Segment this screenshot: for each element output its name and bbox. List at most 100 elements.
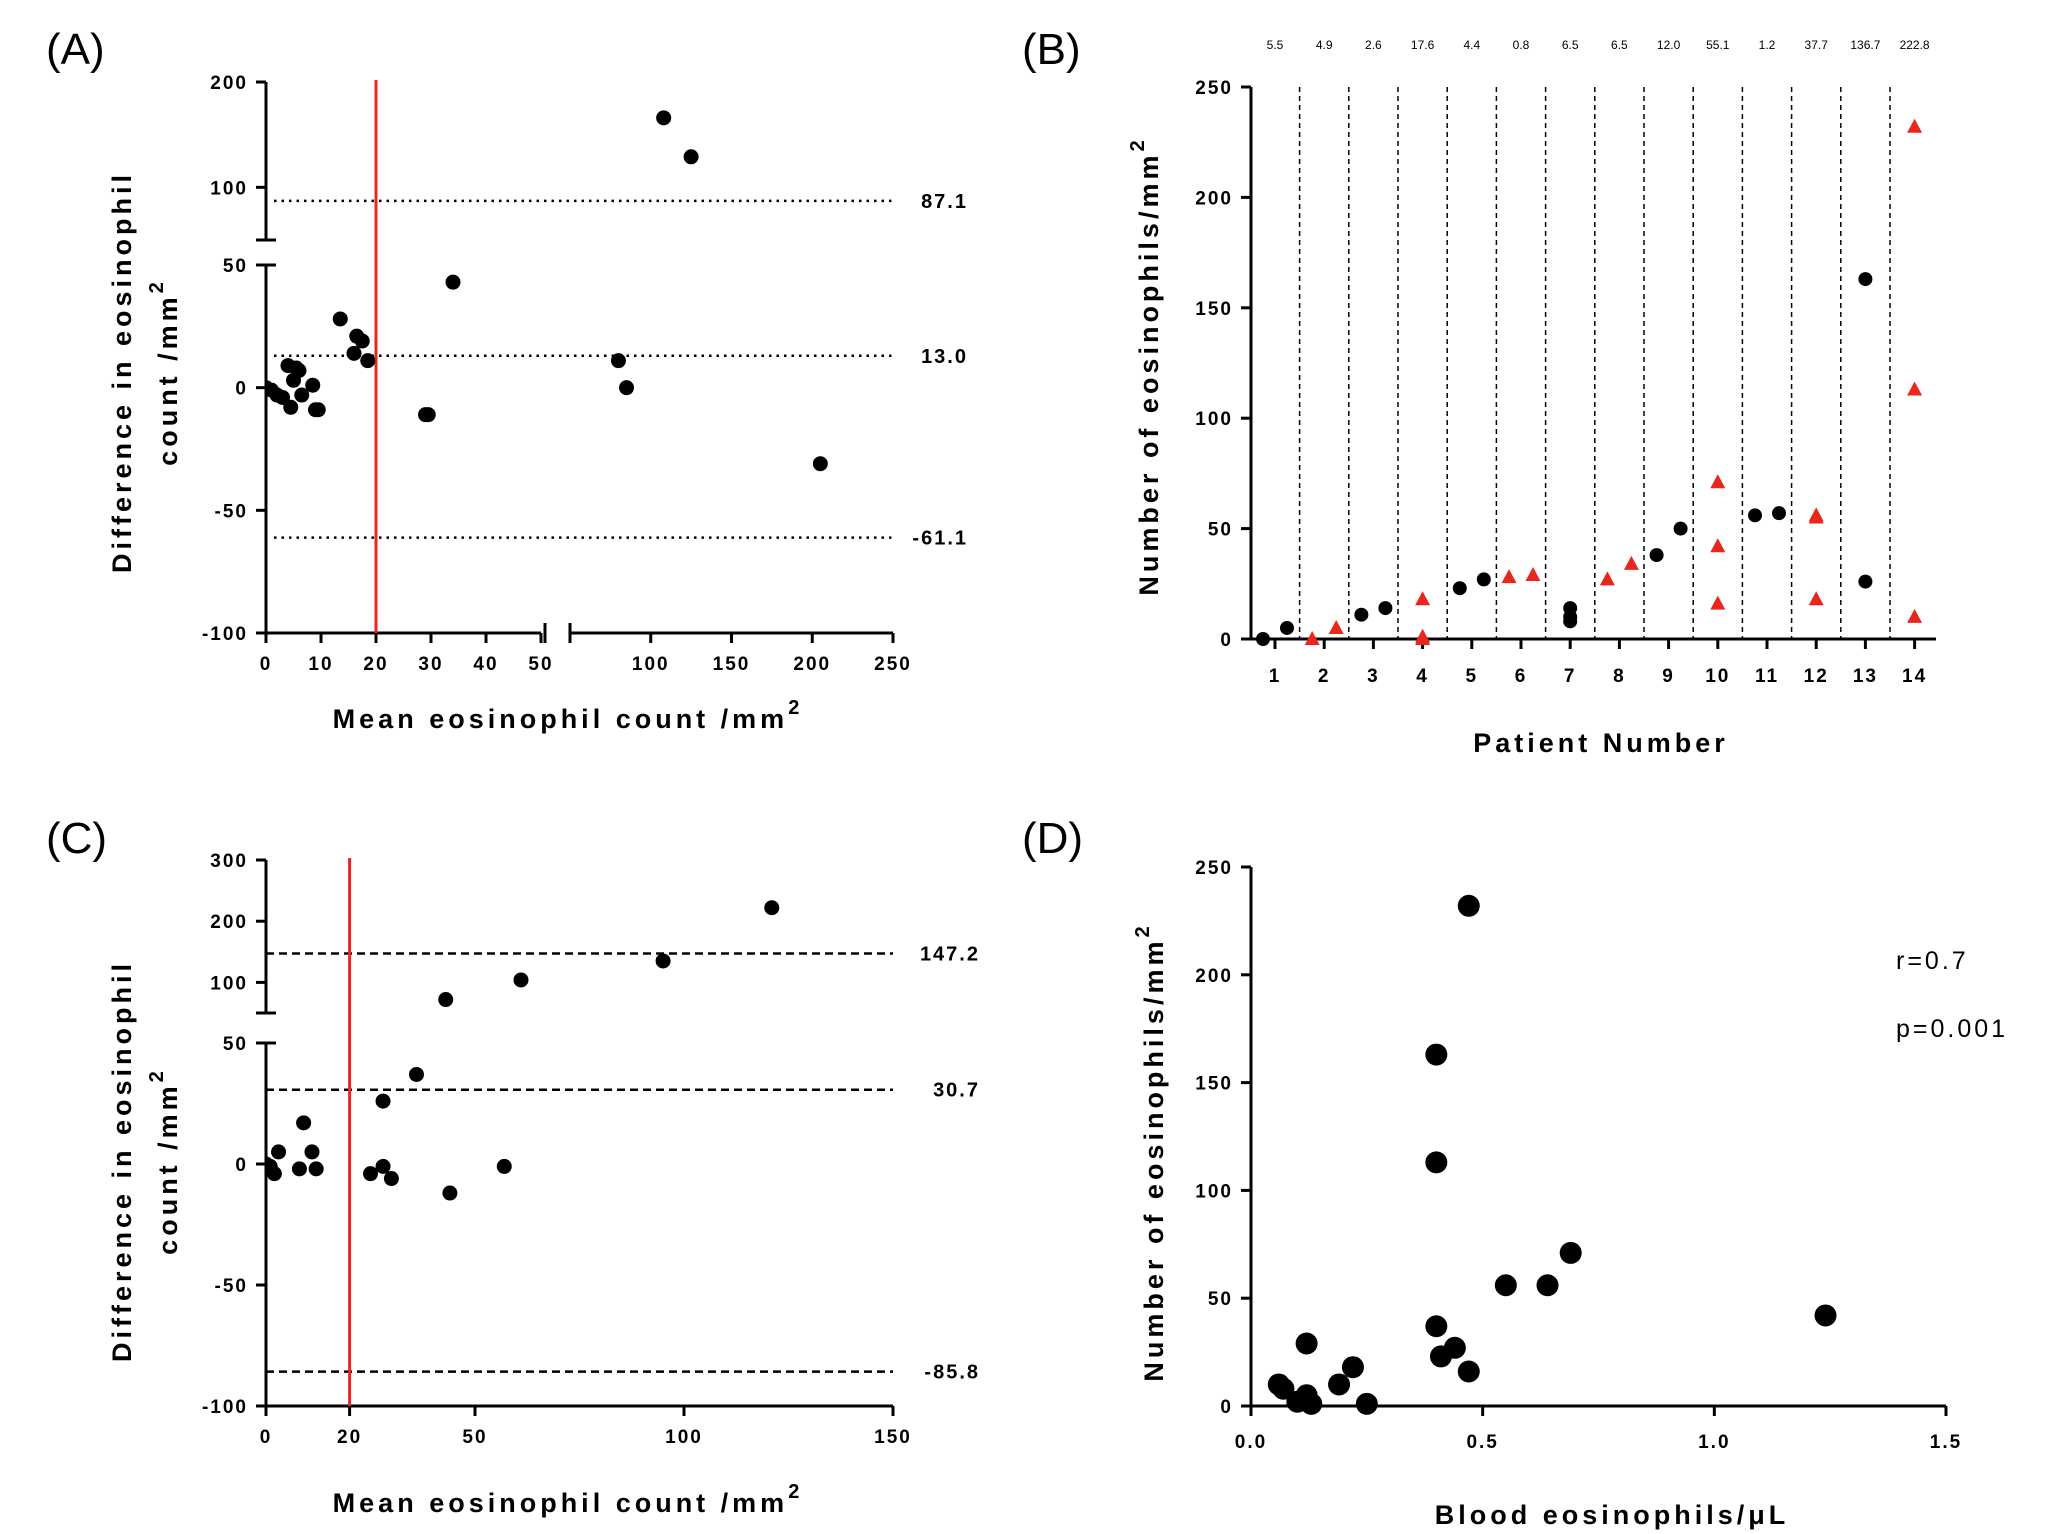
- panel-b-y-axis-text: Number of eosinophils/mm: [1134, 152, 1164, 596]
- panel-c-x-tick-label: 150: [874, 1427, 912, 1448]
- panel-b-top-label: 5.5: [1267, 38, 1284, 52]
- panel-d-point: [1425, 1151, 1448, 1174]
- panel-a-x-tick-label: 20: [363, 654, 388, 675]
- panel-b-triangle-point: [1328, 619, 1344, 634]
- panel-a-x-tick-label: 100: [632, 654, 670, 675]
- panel-c-x-tick-label: 100: [665, 1427, 703, 1448]
- panel-b-x-tick-label: 4: [1416, 666, 1429, 687]
- panel-b-top-label: 6.5: [1562, 38, 1579, 52]
- panel-b-x-tick-label: 8: [1613, 666, 1626, 687]
- panel-c-x-tick-label: 20: [337, 1427, 362, 1448]
- panel-a-x-tick-label: 150: [713, 654, 751, 675]
- panel-a-x-tick-label: 200: [793, 654, 831, 675]
- panel-d-axes: [1249, 867, 1946, 1408]
- panel-d-y-axis-text: Number of eosinophils/mm: [1139, 938, 1169, 1382]
- panel-c-point: [438, 992, 454, 1008]
- panel-d-x-tick-label: 1.5: [1930, 1432, 1962, 1453]
- panel-b-x-tick-label: 6: [1515, 666, 1528, 687]
- panel-c-point: [271, 1144, 287, 1160]
- panel-b-triangle-point: [1907, 608, 1923, 623]
- panel-a-point: [354, 333, 370, 349]
- panel-a-point: [310, 402, 326, 418]
- panel-a-points: [266, 110, 828, 472]
- panel-b-y-tick-label: 200: [1195, 188, 1233, 209]
- panel-b-top-label: 37.7: [1805, 38, 1829, 52]
- panel-d-y-tick-label: 50: [1208, 1289, 1233, 1310]
- panel-c-x-axis-label: Mean eosinophil count /mm2: [333, 1481, 804, 1518]
- panel-a-point: [610, 353, 626, 369]
- panel-b-top-label: 55.1: [1706, 38, 1730, 52]
- panel-b-separator-lines: [1298, 87, 1891, 639]
- panel-a-point: [656, 110, 672, 126]
- panel-a-x-tick-label: 10: [308, 654, 333, 675]
- panel-a-point: [305, 377, 321, 393]
- panel-b-y-tick-label: 150: [1195, 299, 1233, 320]
- panel-b-circle-point: [1452, 581, 1467, 596]
- panel-d-x-tick-label: 0.5: [1466, 1432, 1498, 1453]
- panel-c-y-tick-label: 200: [210, 912, 248, 933]
- panel-a-y-axis-line2: count /mm2: [146, 278, 183, 466]
- panel-c-point: [442, 1185, 458, 1201]
- panel-b-top-label: 136.7: [1850, 38, 1880, 52]
- panel-b-triangle-point: [1525, 566, 1541, 581]
- panel-b-triangle-point: [1415, 628, 1431, 643]
- panel-c-point: [655, 953, 671, 969]
- panel-c-reference-label: 30.7: [933, 1080, 980, 1102]
- panel-a-x-axis-sup: 2: [788, 697, 803, 719]
- panel-c-y-tick-label: 300: [210, 851, 248, 872]
- panel-b-top-labels: 5.5 4.9 2.6 17.6 4.4 0.8 6.5 6.5 12.0 55.1 1.2 37.7…: [1267, 38, 1930, 52]
- panel-d-point: [1425, 1315, 1448, 1338]
- panel-c-y-axis-label: Difference in eosinophil count /mm2: [107, 960, 183, 1362]
- panel-d-point: [1328, 1373, 1351, 1396]
- panel-c-y-axis-text2: count /mm: [153, 1082, 183, 1255]
- panel-c-y-tick-label: 0: [235, 1155, 248, 1176]
- panel-d-point: [1457, 894, 1480, 917]
- panel-a-y-axis-text2: count /mm: [153, 293, 183, 466]
- panel-b-x-tick-label: 13: [1853, 666, 1878, 687]
- panel-b-x-axis-label: Patient Number: [1473, 728, 1729, 758]
- panel-c-axes: [256, 860, 893, 1408]
- panel-d-ticks: 0 50 100 150 200 250 0.0 0.5 1.0 1.5: [1195, 858, 1962, 1453]
- panel-a-point: [619, 380, 635, 396]
- panel-d-point: [1341, 1356, 1364, 1379]
- panel-a-point: [275, 389, 290, 405]
- panel-d-y-tick-label: 200: [1195, 966, 1233, 987]
- panel-b-top-label: 4.9: [1316, 38, 1333, 52]
- panel-a-x-axis-text: Mean eosinophil count /mm: [333, 704, 789, 734]
- panel-b-circle-point: [1354, 607, 1369, 622]
- panel-b-triangle-point: [1808, 591, 1824, 606]
- panel-b-triangle-point: [1808, 507, 1824, 522]
- panel-d-point: [1295, 1332, 1318, 1355]
- panel-c-label: (C): [46, 814, 107, 863]
- panel-c-point: [513, 972, 529, 988]
- panel-b-triangle-point: [1415, 591, 1431, 606]
- panel-d-y-tick-label: 0: [1220, 1397, 1233, 1418]
- panel-b-y-tick-label: 100: [1195, 409, 1233, 430]
- panel-c-point: [291, 1161, 307, 1177]
- panel-c-point: [375, 1093, 391, 1109]
- panel-a-y-tick-label: 50: [223, 256, 248, 277]
- panel-a-point: [332, 311, 348, 327]
- panel-d-y-axis-sup: 2: [1132, 922, 1154, 937]
- panel-c-point: [375, 1158, 391, 1174]
- panel-b-x-tick-label: 9: [1662, 666, 1675, 687]
- panel-d: (D) 0 50 100 150 200 250 0.0 0.5 1.0 1.5 r=0.7 p=…: [1022, 814, 2008, 1530]
- panel-b-circle-point: [1858, 574, 1873, 589]
- panel-b-triangle-point: [1501, 569, 1517, 584]
- panel-c-x-axis-text: Mean eosinophil count /mm: [333, 1488, 789, 1518]
- panel-b-x-tick-label: 1: [1269, 666, 1282, 687]
- panel-a-y-tick-label: -50: [215, 501, 248, 522]
- panel-a-label: (A): [46, 25, 105, 74]
- panel-b-circle-point: [1563, 601, 1578, 616]
- panel-d-point: [1300, 1392, 1323, 1415]
- panel-d-y-tick-label: 150: [1195, 1074, 1233, 1095]
- panel-d-p-value: p=0.001: [1896, 1015, 2008, 1043]
- panel-b-top-label: 222.8: [1900, 38, 1930, 52]
- panel-a-point: [445, 274, 461, 290]
- panel-b-y-axis-sup: 2: [1127, 136, 1149, 151]
- panel-b-points: [1256, 118, 1923, 646]
- panel-c-point: [383, 1171, 399, 1187]
- panel-c-point: [408, 1066, 424, 1082]
